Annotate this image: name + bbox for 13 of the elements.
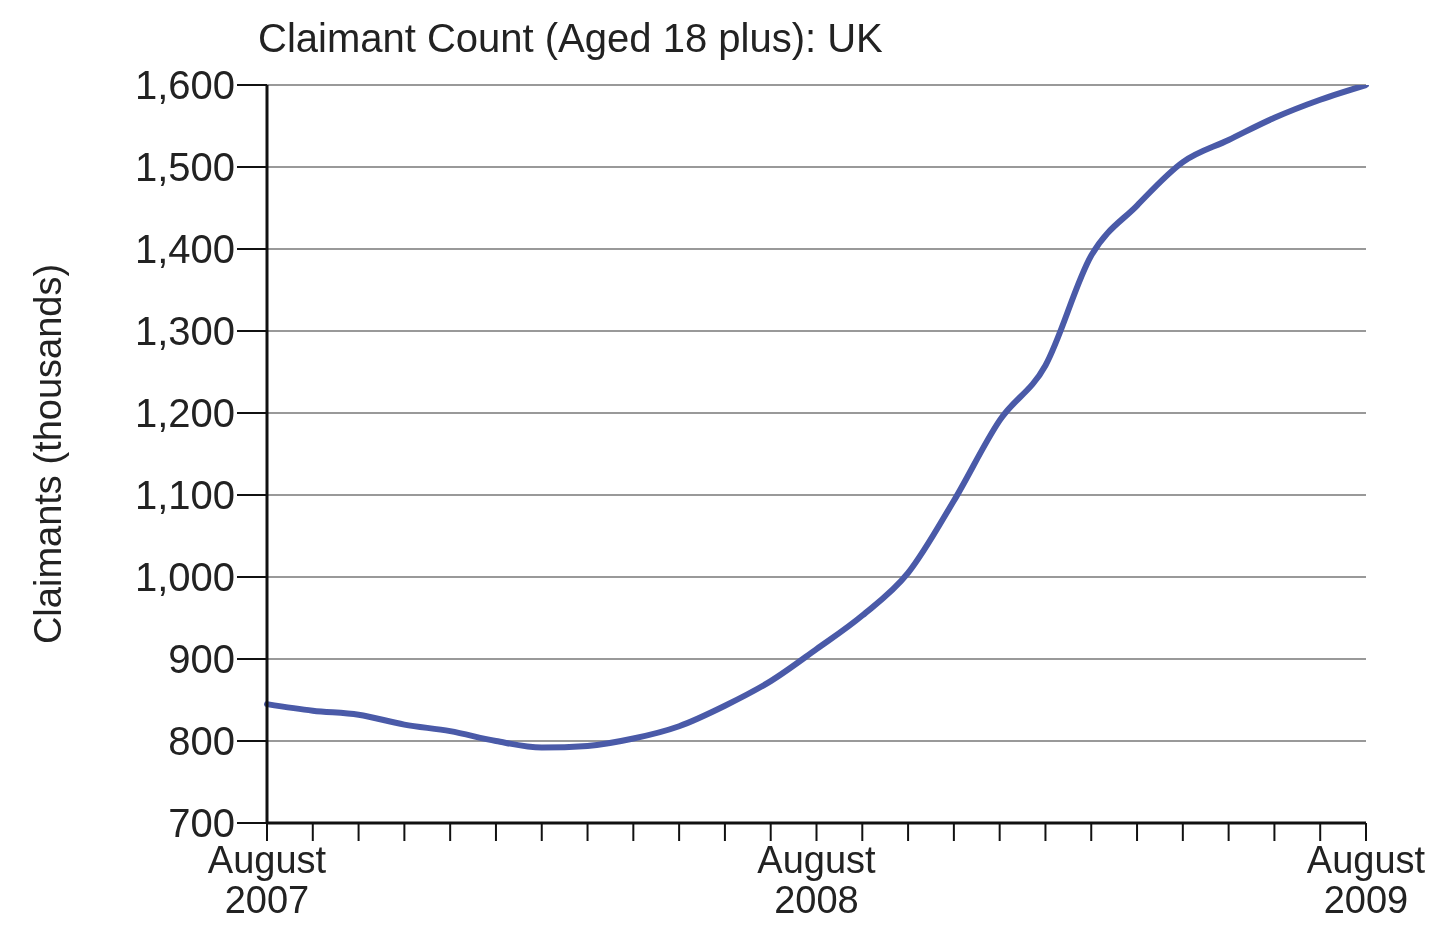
y-tick-label: 1,600 bbox=[134, 63, 235, 108]
x-tick-label: August 2008 bbox=[757, 839, 877, 921]
x-tick-label: August 2009 bbox=[1306, 839, 1426, 921]
y-tick-label: 1,500 bbox=[134, 145, 235, 190]
y-tick-label: 1,000 bbox=[134, 555, 235, 600]
y-axis-title: Claimants (thousands) bbox=[27, 263, 70, 645]
y-tick-label: 1,200 bbox=[134, 391, 235, 436]
y-tick-label: 1,100 bbox=[134, 473, 235, 518]
y-tick-label: 900 bbox=[168, 637, 235, 682]
y-tick-label: 1,300 bbox=[134, 309, 235, 354]
chart-title: Claimant Count (Aged 18 plus): UK bbox=[258, 16, 883, 61]
y-tick-label: 1,400 bbox=[134, 227, 235, 272]
y-tick-label: 800 bbox=[168, 719, 235, 764]
